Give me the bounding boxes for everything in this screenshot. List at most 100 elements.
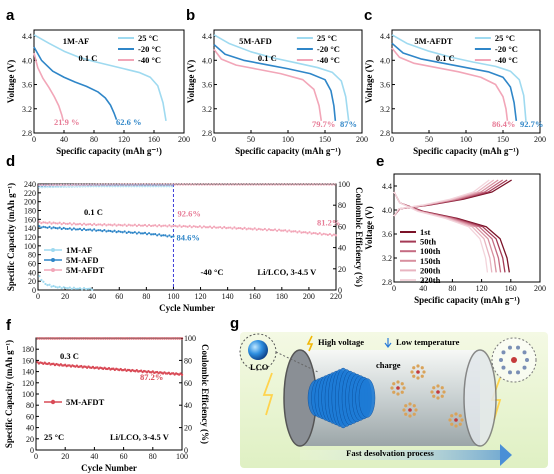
x-tick-label: 100 bbox=[460, 135, 472, 144]
ce-point bbox=[168, 184, 170, 186]
capacity-point bbox=[124, 223, 126, 225]
x-tick-label: 80 bbox=[149, 452, 157, 461]
solvent-molecule bbox=[454, 412, 457, 415]
solvent-molecule bbox=[525, 358, 529, 362]
capacity-point bbox=[105, 224, 107, 226]
capacity-point bbox=[294, 230, 296, 232]
capacity-point bbox=[142, 224, 144, 226]
li-ion bbox=[436, 390, 440, 394]
axes-a: 0 40 80 120 160 2002.83.23.64.04.4 bbox=[22, 30, 190, 144]
solvent-molecule bbox=[421, 375, 424, 378]
ce-point bbox=[152, 184, 154, 186]
temperature-label: 25 °C bbox=[44, 432, 64, 442]
x-tick-label: 160 bbox=[249, 292, 261, 301]
capacity-point bbox=[79, 228, 81, 230]
legend-marker bbox=[51, 268, 55, 272]
capacity-point bbox=[75, 223, 77, 225]
solvent-molecule bbox=[459, 414, 462, 417]
capacity-point bbox=[52, 285, 54, 287]
solvent-molecule bbox=[432, 395, 435, 398]
capacity-point bbox=[235, 228, 237, 230]
x-tick-label: 160 bbox=[505, 284, 517, 293]
legend-label: -40 °C bbox=[138, 55, 161, 65]
ce-point bbox=[255, 184, 257, 186]
capacity-point bbox=[99, 223, 101, 225]
y-tick-label: 3.6 bbox=[382, 230, 392, 239]
x-tick-label: 0 bbox=[36, 292, 40, 301]
x-tick-label: 60 bbox=[115, 292, 123, 301]
temperature-label: -40 °C bbox=[201, 267, 224, 277]
y-tick-label: 200 bbox=[24, 198, 36, 207]
capacity-point bbox=[168, 234, 170, 236]
capacity-point bbox=[50, 227, 52, 229]
charge-curve bbox=[394, 180, 494, 216]
capacity-point bbox=[69, 222, 71, 224]
capacity-point bbox=[44, 283, 46, 285]
capacity-point bbox=[40, 279, 42, 281]
solvent-molecule bbox=[410, 370, 413, 373]
y-tick-label: 3.2 bbox=[380, 105, 390, 114]
ce-point bbox=[320, 184, 322, 186]
capacity-point bbox=[52, 226, 54, 228]
capacity-point bbox=[59, 222, 61, 224]
capacity-point bbox=[160, 235, 162, 237]
ce-point bbox=[225, 184, 227, 186]
ce-point bbox=[215, 184, 217, 186]
x-tick-label: 40 bbox=[88, 292, 96, 301]
capacity-point bbox=[61, 228, 63, 230]
rate-label: 0.3 C bbox=[60, 351, 79, 361]
desolvation-label: Fast desolvation process bbox=[346, 448, 434, 458]
y-tick-label: 20 bbox=[28, 277, 36, 286]
ce-point bbox=[250, 184, 252, 186]
y-tick-label: 20 bbox=[26, 435, 34, 444]
capacity-point bbox=[272, 229, 274, 231]
ce-point bbox=[144, 184, 146, 186]
legend-label: 1M-AF bbox=[66, 245, 92, 255]
capacity-point bbox=[215, 227, 217, 229]
legend-label: 25 °C bbox=[317, 33, 337, 43]
solvent-molecule bbox=[396, 380, 399, 383]
solvent-molecule bbox=[421, 366, 424, 369]
capacity-point bbox=[89, 223, 91, 225]
x-tick-label: 100 bbox=[282, 135, 294, 144]
capacity-point bbox=[113, 230, 115, 232]
pct-annotation-blue: 87% bbox=[340, 119, 357, 129]
y-axis-label: Voltage (V) bbox=[186, 60, 196, 103]
capacity-point bbox=[166, 235, 168, 237]
ce-point bbox=[139, 184, 141, 186]
capacity-point bbox=[290, 230, 292, 232]
x-tick-label: 0 bbox=[34, 452, 38, 461]
panel-label-d: d bbox=[6, 153, 15, 170]
capacity-point bbox=[158, 233, 160, 235]
capacity-point bbox=[156, 225, 158, 227]
capacity-point bbox=[213, 226, 215, 228]
capacity-point bbox=[142, 232, 144, 234]
capacity-point bbox=[77, 288, 79, 290]
ce-point bbox=[198, 184, 200, 186]
solvent-molecule bbox=[416, 376, 419, 379]
capacity-point bbox=[101, 224, 103, 226]
capacity-point bbox=[115, 231, 117, 233]
x-axis-label: Specific capacity (mAh g⁻¹) bbox=[56, 146, 162, 156]
x-tick-label: 150 bbox=[497, 135, 509, 144]
ce-point bbox=[101, 184, 103, 186]
y2-axis-label: Coulombic Efficiency (%) bbox=[200, 344, 210, 444]
capacity-point bbox=[46, 284, 48, 286]
capacity-point bbox=[160, 225, 162, 227]
capacity-point bbox=[148, 224, 150, 226]
capacity-point bbox=[284, 229, 286, 231]
solvent-molecule bbox=[401, 382, 404, 385]
ce-point bbox=[103, 184, 105, 186]
ce-point bbox=[282, 184, 284, 186]
y-tick-label: 3.6 bbox=[22, 81, 32, 90]
capacity-point bbox=[130, 224, 132, 226]
legend-label: 1st bbox=[420, 227, 431, 237]
capacity-point bbox=[150, 233, 152, 235]
rate-label: 0.1 C bbox=[79, 53, 98, 63]
capacity-point bbox=[152, 233, 154, 235]
capacity-point bbox=[69, 286, 71, 288]
capacity-point bbox=[162, 234, 164, 236]
capacity-point bbox=[199, 225, 201, 227]
capacity-point bbox=[87, 223, 89, 225]
legend-label: -40 °C bbox=[317, 55, 340, 65]
